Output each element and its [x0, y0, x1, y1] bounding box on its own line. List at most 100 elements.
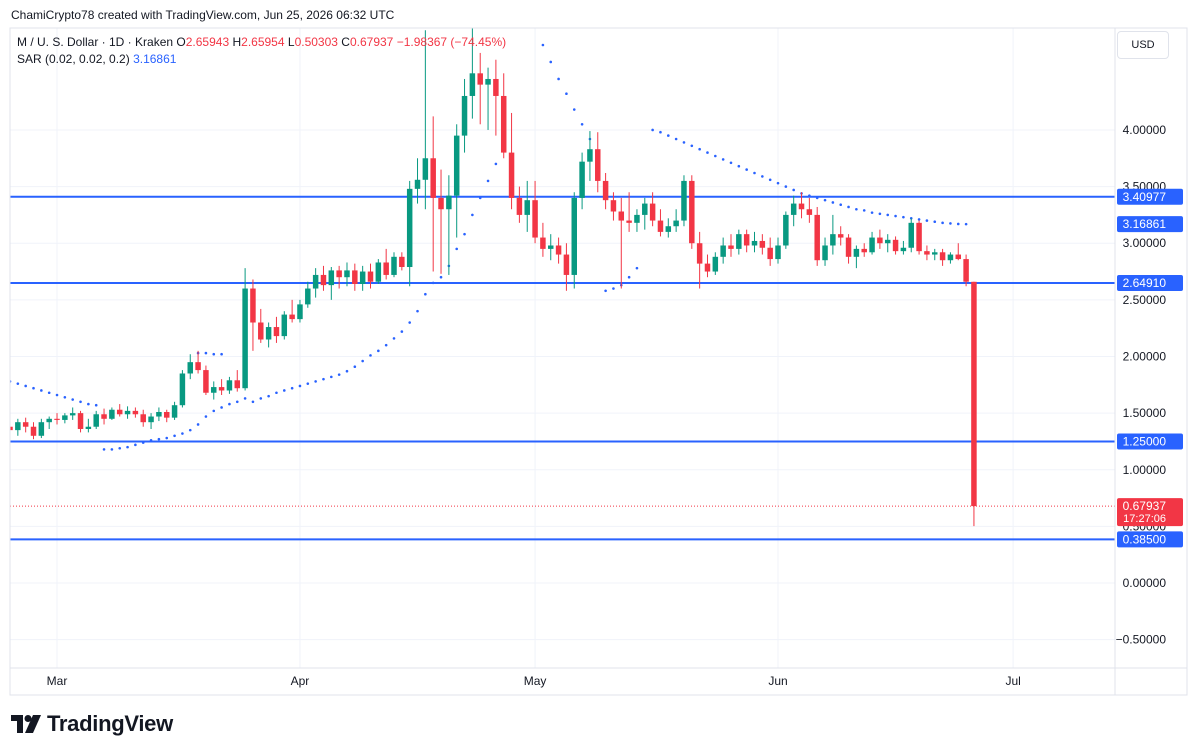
- close-label: C: [341, 35, 350, 49]
- candle-up: [187, 354, 193, 380]
- candle-body: [798, 203, 805, 210]
- x-tick-label: Apr: [291, 674, 310, 688]
- sar-dot: [847, 205, 850, 209]
- candle-down: [493, 59, 499, 136]
- candle-body: [892, 239, 899, 252]
- candle-body: [971, 281, 977, 507]
- sar-dot: [635, 266, 639, 270]
- candle-down: [728, 234, 734, 257]
- sar-price-tag-bg: [1117, 216, 1183, 233]
- candle-body: [93, 414, 99, 427]
- sar-dot: [956, 222, 960, 226]
- sar-dot: [32, 386, 35, 390]
- sar-dot: [862, 209, 866, 212]
- level-price-tag: 2.64910: [1117, 274, 1183, 291]
- sar-dot: [196, 423, 200, 426]
- candle-up: [720, 237, 726, 264]
- candle-body: [759, 240, 766, 248]
- x-tick-label: May: [524, 674, 547, 688]
- sar-dot: [933, 220, 937, 223]
- candle-body: [720, 245, 726, 257]
- sar-dot: [212, 352, 216, 356]
- candle-body: [657, 220, 664, 232]
- candle-up: [461, 78, 468, 153]
- candle-up: [344, 262, 350, 287]
- candle-down: [540, 222, 546, 257]
- candle-up: [634, 209, 640, 232]
- candle-up: [853, 245, 860, 269]
- sar-dot: [204, 415, 208, 418]
- sar-price-tag-text: 3.16861: [1123, 217, 1167, 231]
- candle-body: [132, 410, 139, 415]
- indicator-legend[interactable]: SAR (0.02, 0.02, 0.2) 3.16861: [17, 52, 176, 66]
- sar-dot: [181, 432, 184, 435]
- sar-dot: [471, 213, 474, 217]
- sar-dot: [917, 218, 921, 221]
- candle-body: [250, 288, 256, 323]
- candle-down: [516, 186, 523, 223]
- candle-down: [759, 234, 766, 255]
- sar-dot: [714, 154, 717, 158]
- candle-down: [250, 279, 256, 351]
- candle-up: [62, 413, 68, 424]
- tradingview-logo-icon: [11, 715, 41, 733]
- candle-up: [38, 418, 45, 439]
- candle-down: [30, 422, 37, 440]
- chart-credit: ChamiCrypto78 created with TradingView.c…: [11, 8, 395, 22]
- time-axis[interactable]: Mar Apr May Jun Jul: [47, 674, 1021, 688]
- symbol-legend[interactable]: M / U. S. Dollar · 1D · Kraken O2.65943 …: [17, 35, 506, 49]
- currency-button[interactable]: USD: [1117, 31, 1169, 59]
- tradingview-logo[interactable]: TradingView: [11, 711, 173, 737]
- sar-dot: [565, 92, 568, 95]
- candle-down: [383, 248, 389, 280]
- candle-body: [649, 203, 656, 221]
- candle-body: [485, 78, 491, 85]
- sar-dot: [549, 60, 553, 64]
- candle-up: [446, 175, 452, 275]
- sar-dot: [392, 337, 396, 340]
- sar-dot: [455, 247, 459, 251]
- y-tick-label: 1.50000: [1123, 406, 1167, 420]
- candle-body: [453, 135, 460, 196]
- candle-body: [884, 239, 891, 244]
- candle-up: [156, 407, 162, 422]
- candle-up: [900, 240, 907, 255]
- candle-down: [657, 209, 664, 237]
- candle-body: [955, 254, 962, 260]
- candle-body: [414, 179, 421, 189]
- candle-up: [281, 311, 288, 340]
- candle-body: [54, 418, 60, 420]
- candle-up: [571, 192, 577, 289]
- horizontal-levels[interactable]: [10, 195, 1115, 541]
- candle-body: [689, 180, 695, 244]
- candle-body: [595, 149, 601, 181]
- candle-up: [422, 30, 429, 210]
- candle-down: [767, 237, 773, 266]
- candle-down: [924, 245, 930, 261]
- candle-down: [336, 265, 342, 289]
- candle-body: [446, 195, 452, 210]
- sar-dot: [369, 354, 372, 357]
- candle-up: [305, 281, 311, 308]
- candle-down: [477, 52, 483, 125]
- candle-body: [30, 426, 37, 436]
- candle-body: [422, 158, 429, 180]
- candle-up: [226, 376, 233, 394]
- sar-dot: [400, 330, 404, 333]
- sar-dot: [118, 446, 122, 450]
- indicator-name: SAR (0.02, 0.02, 0.2): [17, 52, 130, 66]
- sar-dot: [737, 164, 741, 168]
- candle-body: [156, 412, 162, 417]
- sar-dot: [408, 321, 411, 324]
- sar-dot: [494, 162, 498, 166]
- price-axis[interactable]: 4.000003.500003.000002.500002.000001.500…: [1116, 123, 1167, 647]
- candle-down: [234, 370, 241, 392]
- sar-dot: [902, 215, 905, 219]
- sar-dot: [259, 397, 263, 400]
- candle-body: [571, 197, 577, 275]
- candle-body: [634, 214, 640, 223]
- candle-up: [548, 234, 554, 261]
- candle-body: [736, 234, 742, 249]
